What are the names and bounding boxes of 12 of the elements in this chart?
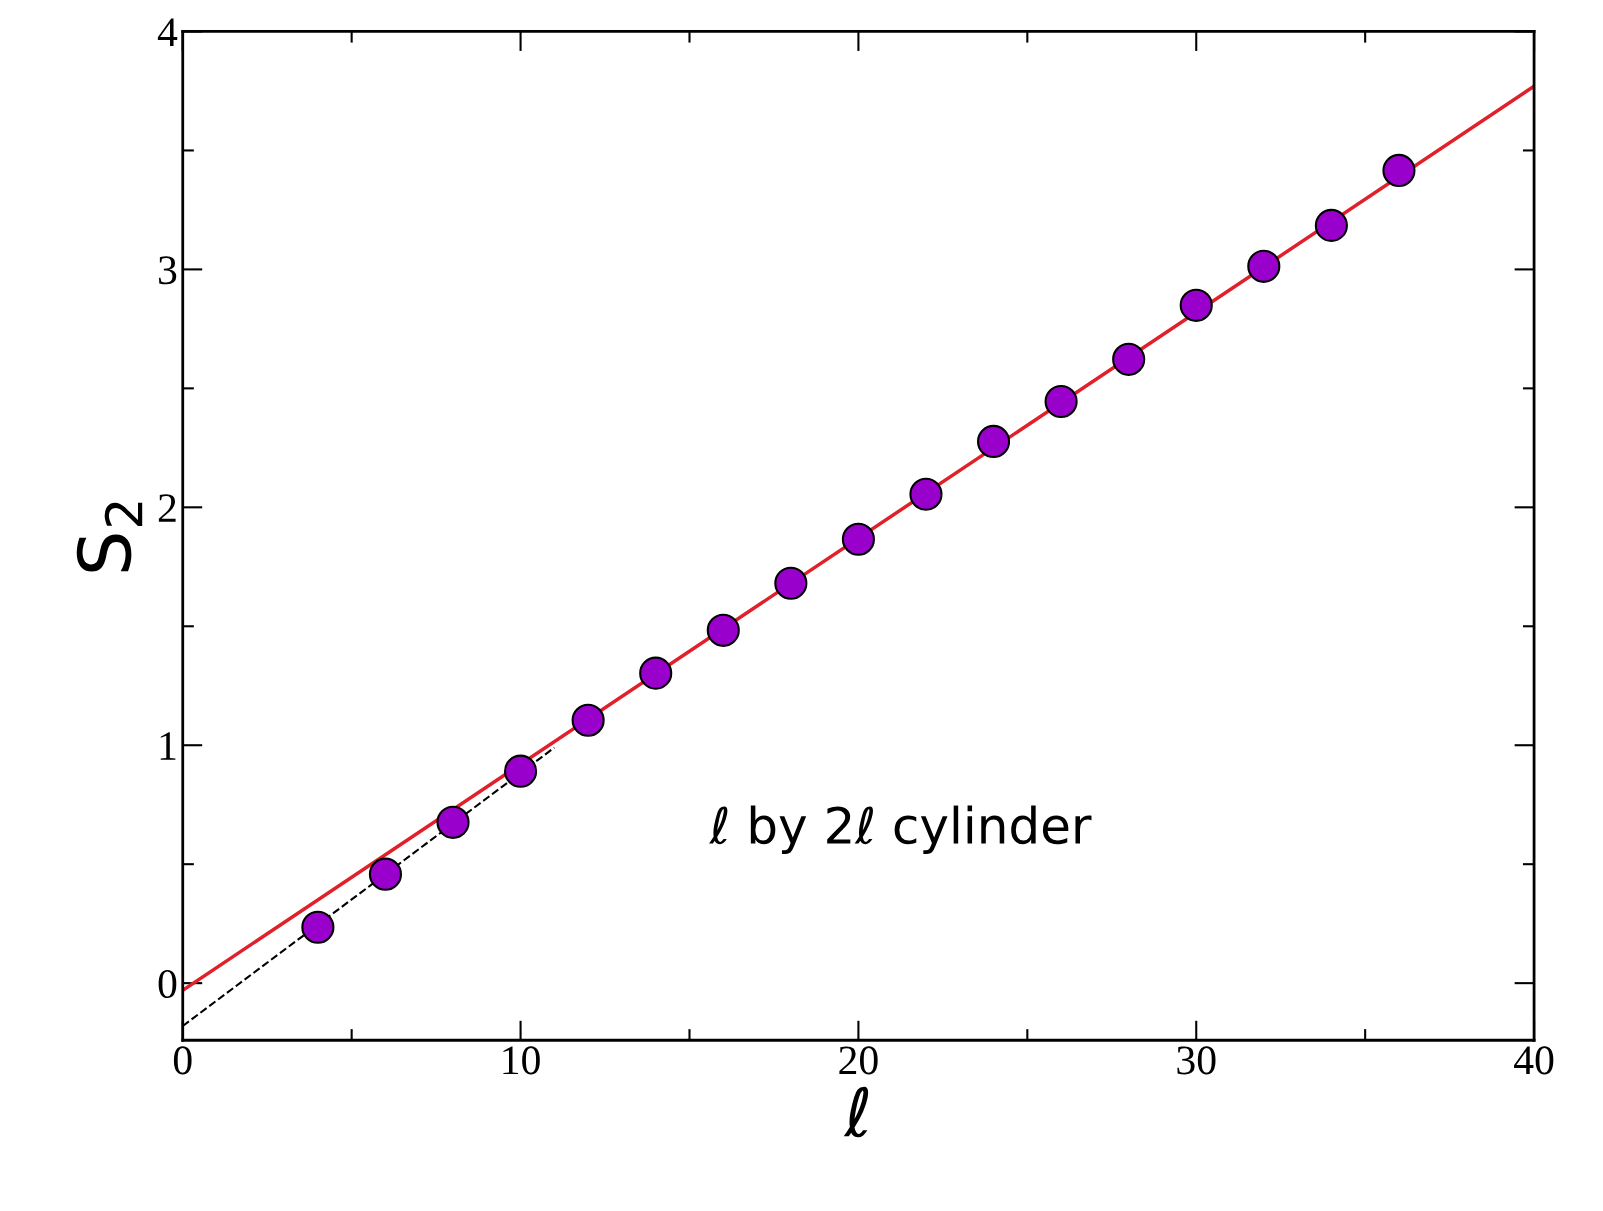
- y-tick-label: 4: [157, 18, 178, 46]
- x-tick-label: 20: [839, 1046, 878, 1075]
- y-tick-label: 2: [158, 494, 176, 522]
- y-tick-label: 3: [159, 256, 177, 285]
- y-tick-label: 0: [158, 969, 177, 999]
- y-axis-title: S$_{2}$: [76, 502, 143, 572]
- x-tick-label: 30: [1177, 1046, 1216, 1075]
- x-tick-label: 40: [1514, 1046, 1554, 1075]
- y-tick-label: 1: [160, 732, 176, 760]
- annotation: ℓ by 2ℓ cylinder: [709, 805, 1092, 854]
- x-axis-title: ℓ: [843, 1086, 869, 1138]
- x-tick-label: 10: [503, 1046, 540, 1075]
